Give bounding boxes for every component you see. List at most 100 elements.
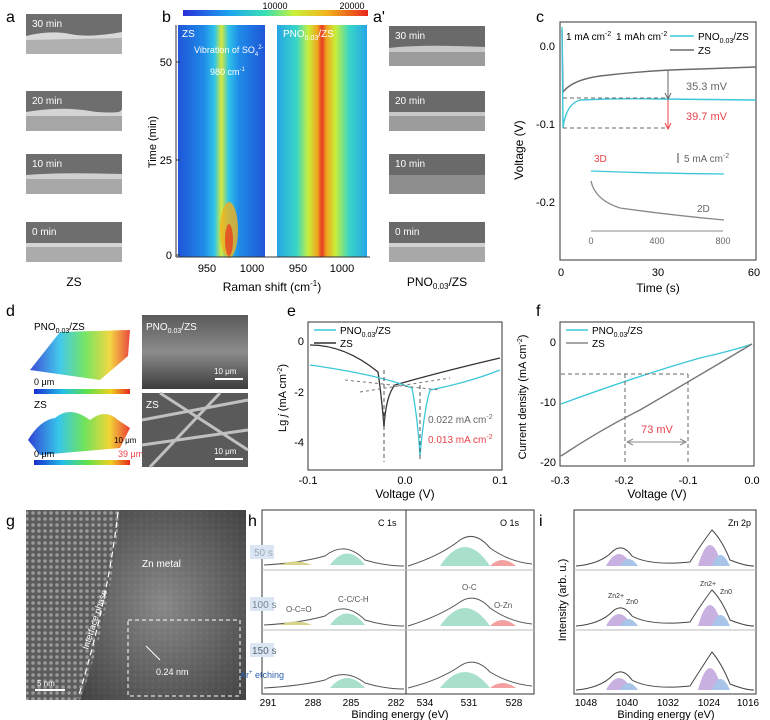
etch-time-50: 50 s — [254, 548, 273, 559]
xtick: 1032 — [657, 698, 680, 709]
c1s-spectra: O-C=O C-C/C-H — [263, 548, 405, 690]
c-peak-label: C-C/C-H — [338, 595, 369, 604]
lsv-zs — [560, 343, 753, 457]
panel-a-caption: ZS — [66, 275, 81, 289]
xtick: -0.3 — [551, 475, 570, 487]
xtick: -0.1 — [299, 475, 318, 487]
xtick: 528 — [506, 698, 523, 709]
panel-letter-b: b — [162, 9, 171, 26]
panel-h: h C 1s O 1s 50 s 100 s 150 s Ar+ etching… — [240, 509, 535, 720]
inset-scale-label: 5 mA cm-2 — [684, 153, 729, 165]
ytick: -20 — [540, 457, 556, 469]
panel-g: g Interface phase Zn metal 0.24 nm 5 nm — [6, 510, 246, 700]
etch-time-150: 150 s — [252, 646, 276, 657]
frame-time-label: 20 min — [395, 96, 425, 107]
sem-label-zs: ZS — [146, 400, 159, 411]
xtick: 1016 — [737, 698, 760, 709]
xtick: 1000 — [330, 263, 354, 275]
z-tick: 10 μm — [114, 436, 137, 445]
panel-e: e PNO0.03/ZS ZS 0.022 mA cm-2 0.013 mA c… — [277, 303, 508, 501]
arrowhead — [664, 92, 672, 101]
c1s-frame — [261, 509, 407, 695]
zn-species-label: Zn0 — [626, 599, 638, 606]
lattice-marker — [145, 645, 161, 661]
xtick: 0.1 — [492, 475, 507, 487]
panel-letter-e: e — [287, 303, 296, 320]
panel-b: b 0 10000 20000 ZS PNO0.03/ZS Vibration … — [147, 1, 370, 294]
cb-min-label: 0 μm — [34, 449, 54, 459]
panel-c-frame — [559, 21, 757, 261]
legend-label-pno: PNO0.03/ZS — [592, 326, 643, 339]
colorbar-tick-20000: 20000 — [339, 1, 364, 11]
legend-label-zs: ZS — [592, 339, 605, 350]
ytick: -2 — [294, 387, 304, 399]
o1s-spectra: O-C O-Zn — [407, 535, 533, 689]
frame-a-10min: 10 min — [26, 154, 122, 194]
o-peak-label: O-Zn — [494, 601, 512, 610]
ytick: 25 — [160, 155, 172, 167]
xtick: -0.2 — [615, 475, 634, 487]
fit-line — [344, 379, 441, 391]
xtick: 950 — [198, 263, 216, 275]
panel-c-inset: 3D 5 mA cm-2 2D 0 400 800 — [588, 153, 731, 246]
profilometry-zs — [28, 411, 130, 455]
ytick: 0 — [550, 337, 556, 349]
frame-time-label: 30 min — [395, 31, 425, 42]
profilometry-pno — [30, 330, 130, 380]
zn2p-spectra: Zn2+ Zn0 Zn2+ Zn0 — [575, 529, 755, 691]
panel-b-ylabel: Time (min) — [147, 116, 159, 168]
o-peak-label: O-C — [462, 583, 477, 592]
panel-a: a 30 min 20 min 10 min — [6, 9, 122, 289]
panel-letter-g: g — [6, 513, 15, 530]
ytick: -0.1 — [536, 119, 555, 131]
xtick: 288 — [305, 698, 322, 709]
frame-a2-0min: 0 min — [389, 222, 485, 262]
sem-label-pno: PNO0.03/ZS — [146, 322, 197, 335]
frame-a2-20min: 20 min — [389, 91, 485, 131]
cb-min-label: 0 μm — [34, 377, 54, 387]
condition-capacity: 1 mAh cm-2 — [616, 31, 667, 43]
xtick: 282 — [388, 698, 405, 709]
panel-letter-a: a — [6, 9, 15, 26]
frame-a2-10min: 10 min — [389, 154, 485, 194]
xtick: 1024 — [698, 698, 721, 709]
inset-xtick: 0 — [588, 236, 593, 246]
panel-a-prime-caption: PNO0.03/ZS — [407, 275, 467, 291]
xtick: 0.0 — [744, 475, 759, 487]
xtick: 1040 — [616, 698, 639, 709]
panel-e-ylabel: Lg j (mA cm-2) — [277, 364, 289, 432]
ytick: 50 — [160, 57, 172, 69]
ytick: 0 — [298, 336, 304, 348]
panel-f-xlabel: Voltage (V) — [627, 487, 686, 501]
xtick: 531 — [461, 698, 478, 709]
panel-i-xlabel: Binding energy (eV) — [617, 709, 714, 720]
c-peak-label: O-C=O — [286, 605, 312, 614]
c1s-title: C 1s — [378, 518, 397, 528]
ytick: -0.2 — [536, 197, 555, 209]
sem-image-pno — [142, 315, 248, 389]
lattice-spacing: 0.24 nm — [156, 667, 189, 677]
frame-a-20min: 20 min — [26, 91, 122, 131]
panel-i-ylabel: Intensity (arb. u.) — [557, 559, 569, 642]
arrowheads — [625, 438, 688, 446]
xtick: -0.1 — [679, 475, 698, 487]
curve-pno — [561, 26, 757, 129]
inset-label-3d: 3D — [594, 154, 607, 165]
xtick: 285 — [343, 698, 360, 709]
raman-colorbar — [183, 10, 368, 16]
panel-a-frames: 30 min 20 min 10 min 0 min — [26, 14, 122, 262]
xtick: 534 — [417, 698, 434, 709]
vibration-label: Vibration of SO42- — [194, 45, 264, 58]
height-colorbar — [34, 389, 130, 394]
legend-label-zs: ZS — [698, 46, 711, 57]
ytick: -10 — [540, 397, 556, 409]
frame-a-0min: 0 min — [26, 222, 122, 262]
frame-a2-30min: 30 min — [389, 26, 485, 66]
panel-f-ylabel: Current density (mA cm-2) — [517, 335, 529, 460]
frame-time-label: 10 min — [32, 159, 62, 170]
cb-max-label: 39 μm — [118, 449, 143, 459]
panel-i: i Zn 2p Intensity (arb. u.) Zn2+ Zn0 Zn2… — [539, 509, 760, 720]
panel-c-xlabel: Time (s) — [636, 281, 680, 295]
scale-label: 10 μm — [214, 367, 237, 376]
delta-potential: 73 mV — [641, 424, 673, 436]
